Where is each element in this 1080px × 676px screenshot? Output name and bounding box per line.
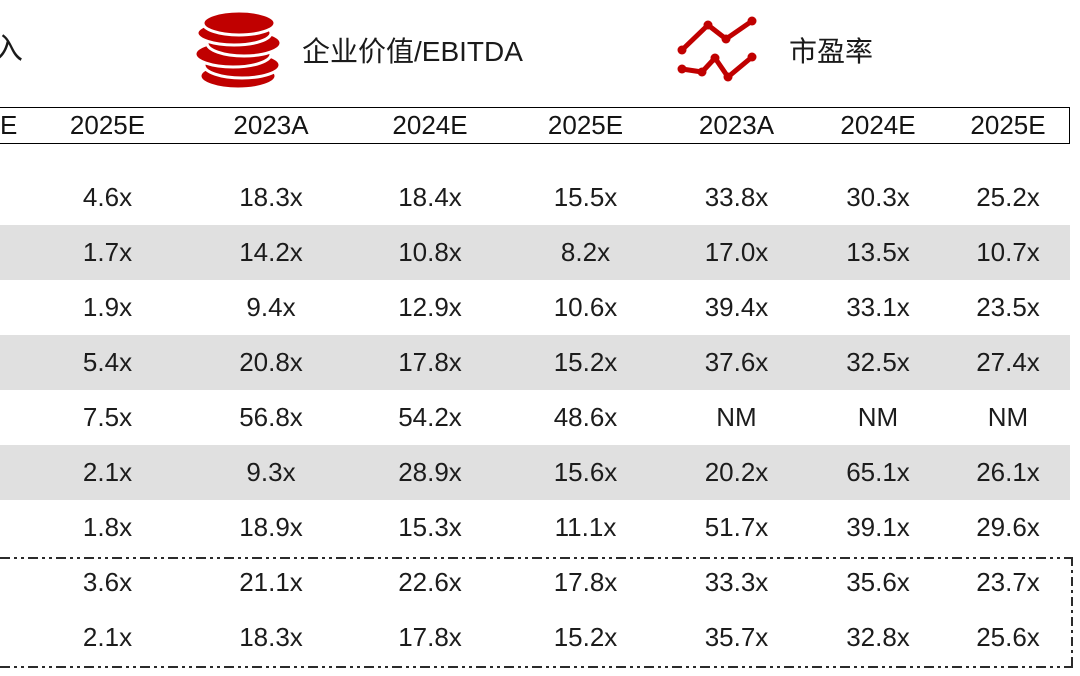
table-cell: 30.3x	[846, 182, 910, 212]
table-row: 5.4x 20.8x 17.8x 15.2x 37.6x 32.5x 27.4x	[0, 335, 1070, 390]
summary-box-top-border	[0, 557, 1073, 559]
table-row: 1.8x 18.9x 15.3x 11.1x 51.7x 39.1x 29.6x	[0, 500, 1070, 555]
legend-label-ev-ebitda: 企业价值/EBITDA	[302, 36, 523, 67]
table-cell: 18.4x	[398, 182, 462, 212]
line-chart-icon	[677, 16, 757, 82]
table-cell: 33.8x	[704, 182, 769, 212]
table-cell: 14.2x	[239, 237, 303, 267]
table-cell: 37.6x	[704, 347, 769, 377]
table-cell: 7.5x	[82, 402, 133, 432]
table-cell: 22.6x	[398, 567, 462, 597]
table-cell: 9.3x	[246, 457, 296, 487]
table-cell: 65.1x	[846, 457, 910, 487]
table-cell: 13.5x	[846, 237, 910, 267]
table-row: 2.1x 9.3x 28.9x 15.6x 20.2x 65.1x 26.1x	[0, 445, 1070, 500]
table-cell: 4.6x	[82, 182, 133, 212]
table-cell: 10.8x	[398, 237, 462, 267]
table-cell: 3.6x	[82, 567, 133, 597]
table-cell: 1.7x	[82, 237, 133, 267]
table-cell: 20.2x	[704, 457, 769, 487]
table-row: 1.7x 14.2x 10.8x 8.2x 17.0x 13.5x 10.7x	[0, 225, 1070, 280]
table-cell: 17.8x	[553, 567, 618, 597]
table-cell: 17.8x	[398, 347, 462, 377]
table-cell: 27.4x	[976, 347, 1040, 377]
table-cell: 15.2x	[553, 622, 618, 652]
table-cell: 23.5x	[976, 292, 1040, 322]
table-cell: 10.7x	[976, 237, 1040, 267]
table-cell: 54.2x	[398, 402, 462, 432]
header-cell: 2024E	[392, 110, 468, 140]
table-row: 7.5x 56.8x 54.2x 48.6x NM NM NM	[0, 390, 1070, 445]
table-cell: 1.9x	[82, 292, 133, 322]
table-cell: 15.6x	[553, 457, 618, 487]
table-cell: 35.7x	[704, 622, 769, 652]
table-cell: 18.3x	[239, 182, 303, 212]
table-cell: 18.3x	[239, 622, 303, 652]
table-cell: 48.6x	[553, 402, 618, 432]
table-cell: 39.4x	[704, 292, 769, 322]
table-cell: 10.6x	[553, 292, 618, 322]
table-cell: 2.1x	[82, 622, 133, 652]
header-cell: E	[0, 110, 18, 140]
table-cell: 25.2x	[976, 182, 1040, 212]
table-cell: 32.5x	[846, 347, 910, 377]
summary-box-bottom-border	[0, 666, 1073, 668]
table-cell: 33.3x	[704, 567, 769, 597]
header-cell: 2025E	[547, 110, 624, 140]
table-cell: 18.9x	[239, 512, 303, 542]
partial-legend-label: 入	[0, 33, 23, 66]
table-cell: 15.3x	[398, 512, 462, 542]
table-cell: NM	[987, 402, 1029, 432]
table-cell: 15.2x	[553, 347, 618, 377]
table-cell: 11.1x	[554, 512, 617, 542]
table-header-row: E 2025E 2023A 2024E 2025E 2023A 2024E 20…	[0, 107, 1070, 144]
table-cell: 2.1x	[82, 457, 133, 487]
table-cell: 51.7x	[704, 512, 769, 542]
table-row: 4.6x 18.3x 18.4x 15.5x 33.8x 30.3x 25.2x	[0, 170, 1070, 225]
header-cell: 2025E	[69, 110, 146, 140]
table-cell: NM	[716, 402, 757, 432]
header-cell: 2025E	[970, 110, 1046, 140]
table-cell: 33.1x	[846, 292, 910, 322]
table-cell: 17.8x	[398, 622, 462, 652]
table-cell: 32.8x	[846, 622, 910, 652]
table-cell: 28.9x	[398, 457, 462, 487]
table-cell: NM	[857, 402, 899, 432]
table-row: 1.9x 9.4x 12.9x 10.6x 39.4x 33.1x 23.5x	[0, 280, 1070, 335]
table-cell: 12.9x	[398, 292, 462, 322]
table-cell: 8.2x	[560, 237, 611, 267]
table-cell: 15.5x	[553, 182, 618, 212]
table-cell: 35.6x	[846, 567, 910, 597]
table-cell: 25.6x	[976, 622, 1040, 652]
header-cell: 2024E	[840, 110, 916, 140]
table-cell: 9.4x	[246, 292, 296, 322]
table-row: 3.6x 21.1x 22.6x 17.8x 33.3x 35.6x 23.7x	[0, 555, 1070, 610]
header-cell: 2023A	[233, 110, 309, 140]
header-cell: 2023A	[698, 110, 775, 140]
table-cell: 29.6x	[976, 512, 1040, 542]
table-cell: 1.8x	[82, 512, 133, 542]
table-row: 2.1x 18.3x 17.8x 15.2x 35.7x 32.8x 25.6x	[0, 610, 1070, 665]
table-body: 4.6x 18.3x 18.4x 15.5x 33.8x 30.3x 25.2x 1.7x 14…	[0, 170, 1070, 665]
table-cell: 21.1x	[239, 567, 303, 597]
table-cell: 39.1x	[846, 512, 910, 542]
table-cell: 5.4x	[82, 347, 133, 377]
legend-label-pe: 市盈率	[789, 36, 874, 67]
table-cell: 56.8x	[239, 402, 303, 432]
table-cell: 26.1x	[976, 457, 1040, 487]
table-cell: 23.7x	[976, 567, 1040, 597]
table-cell: 20.8x	[239, 347, 303, 377]
summary-box-right-border	[1071, 557, 1073, 668]
table-cell: 17.0x	[704, 237, 769, 267]
coins-stack-icon	[193, 9, 283, 91]
